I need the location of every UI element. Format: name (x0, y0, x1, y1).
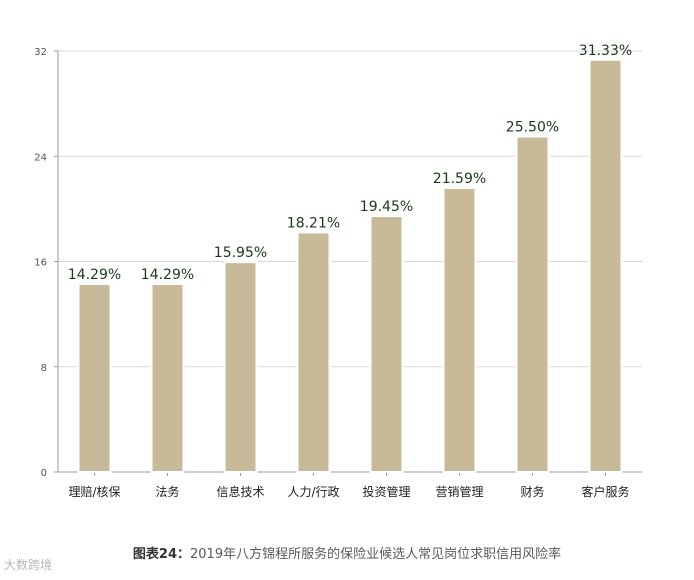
caption-label: 图表24： (132, 547, 190, 562)
bar (296, 231, 331, 473)
y-tick-label: 24 (34, 152, 47, 163)
x-tick-label: 人力/行政 (287, 485, 339, 499)
bars (77, 58, 623, 473)
y-tick-label: 16 (34, 258, 47, 269)
value-label: 14.29% (141, 267, 194, 283)
gridlines (58, 50, 642, 368)
bar (223, 261, 258, 473)
value-label: 31.33% (579, 43, 632, 59)
x-tick-label: 信息技术 (216, 484, 264, 499)
watermark-text: 大数跨境 (4, 558, 53, 572)
value-label: 21.59% (433, 171, 486, 187)
x-tick-label: 客户服务 (581, 484, 629, 499)
axes (54, 50, 642, 476)
bar-chart: 14.29% 14.29% 15.95% 18.21% 19.45% 21.59% 25.5… (34, 43, 642, 499)
bar (369, 215, 404, 473)
value-label: 18.21% (287, 215, 340, 231)
bar (588, 58, 623, 473)
tick-labels: 0 8 16 24 32 理赔/核保 法务 信息技术 人力/行政 投资管理 营销管理 财务 客户服务 (34, 47, 629, 499)
value-label: 19.45% (360, 199, 413, 215)
x-tick-label: 法务 (155, 484, 179, 499)
value-label: 15.95% (214, 245, 267, 261)
value-label: 25.50% (506, 120, 559, 136)
y-tick-label: 8 (41, 363, 47, 374)
x-tick-label: 财务 (520, 484, 544, 499)
value-labels: 14.29% 14.29% 15.95% 18.21% 19.45% 21.59% 25.5… (68, 43, 632, 283)
bar (442, 186, 477, 473)
figure-caption: 图表24：2019年八方锦程所服务的保险业候选人常见岗位求职信用风险率 (0, 543, 694, 562)
caption-text: 2019年八方锦程所服务的保险业候选人常见岗位求职信用风险率 (190, 547, 562, 562)
x-tick-label: 投资管理 (362, 484, 410, 499)
value-label: 14.29% (68, 267, 121, 283)
y-tick-label: 32 (34, 47, 47, 58)
bar (150, 282, 185, 473)
x-tick-label: 理赔/核保 (68, 484, 120, 499)
bar (515, 135, 550, 473)
y-tick-label: 0 (41, 468, 47, 479)
watermark-logo: 大数跨境 (4, 556, 52, 573)
bar (77, 282, 112, 473)
x-tick-label: 营销管理 (435, 484, 483, 499)
